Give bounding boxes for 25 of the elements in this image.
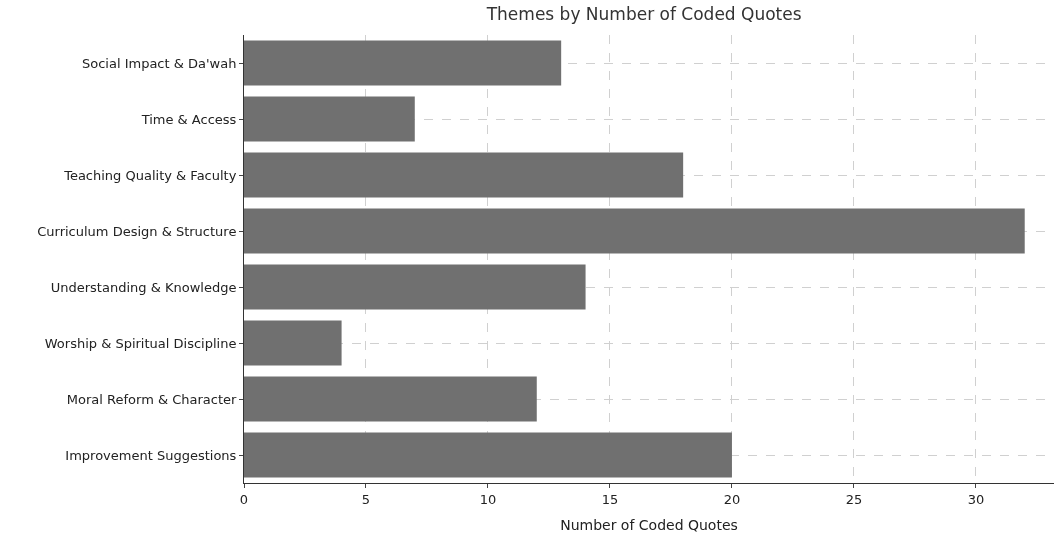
bar	[244, 432, 732, 478]
x-tick-label: 15	[601, 491, 619, 507]
y-tick-label: Teaching Quality & Faculty	[63, 167, 237, 183]
y-tick-label: Improvement Suggestions	[65, 447, 237, 463]
x-tick-label: 5	[361, 491, 371, 507]
y-tick-label: Moral Reform & Character	[66, 391, 238, 407]
x-tick-label: 20	[723, 491, 741, 507]
y-tick-label: Worship & Spiritual Discipline	[44, 335, 237, 351]
y-tick-label: Curriculum Design & Structure	[37, 223, 237, 239]
x-tick-label: 25	[845, 491, 863, 507]
y-tick-label: Time & Access	[140, 111, 237, 127]
bar	[244, 376, 537, 422]
x-tick-label: 0	[239, 491, 249, 507]
bar	[244, 40, 562, 86]
y-tick-label: Understanding & Knowledge	[50, 279, 237, 295]
bar	[244, 264, 586, 310]
bar	[244, 320, 342, 366]
x-axis-title: Number of Coded Quotes	[560, 517, 738, 533]
bar	[244, 152, 684, 198]
chart-title: Themes by Number of Coded Quotes	[485, 3, 802, 24]
x-tick-label: 30	[967, 491, 985, 507]
bar	[244, 96, 415, 142]
x-tick-label: 10	[479, 491, 497, 507]
y-tick-label: Social Impact & Da'wah	[81, 55, 237, 71]
bar	[244, 208, 1025, 254]
